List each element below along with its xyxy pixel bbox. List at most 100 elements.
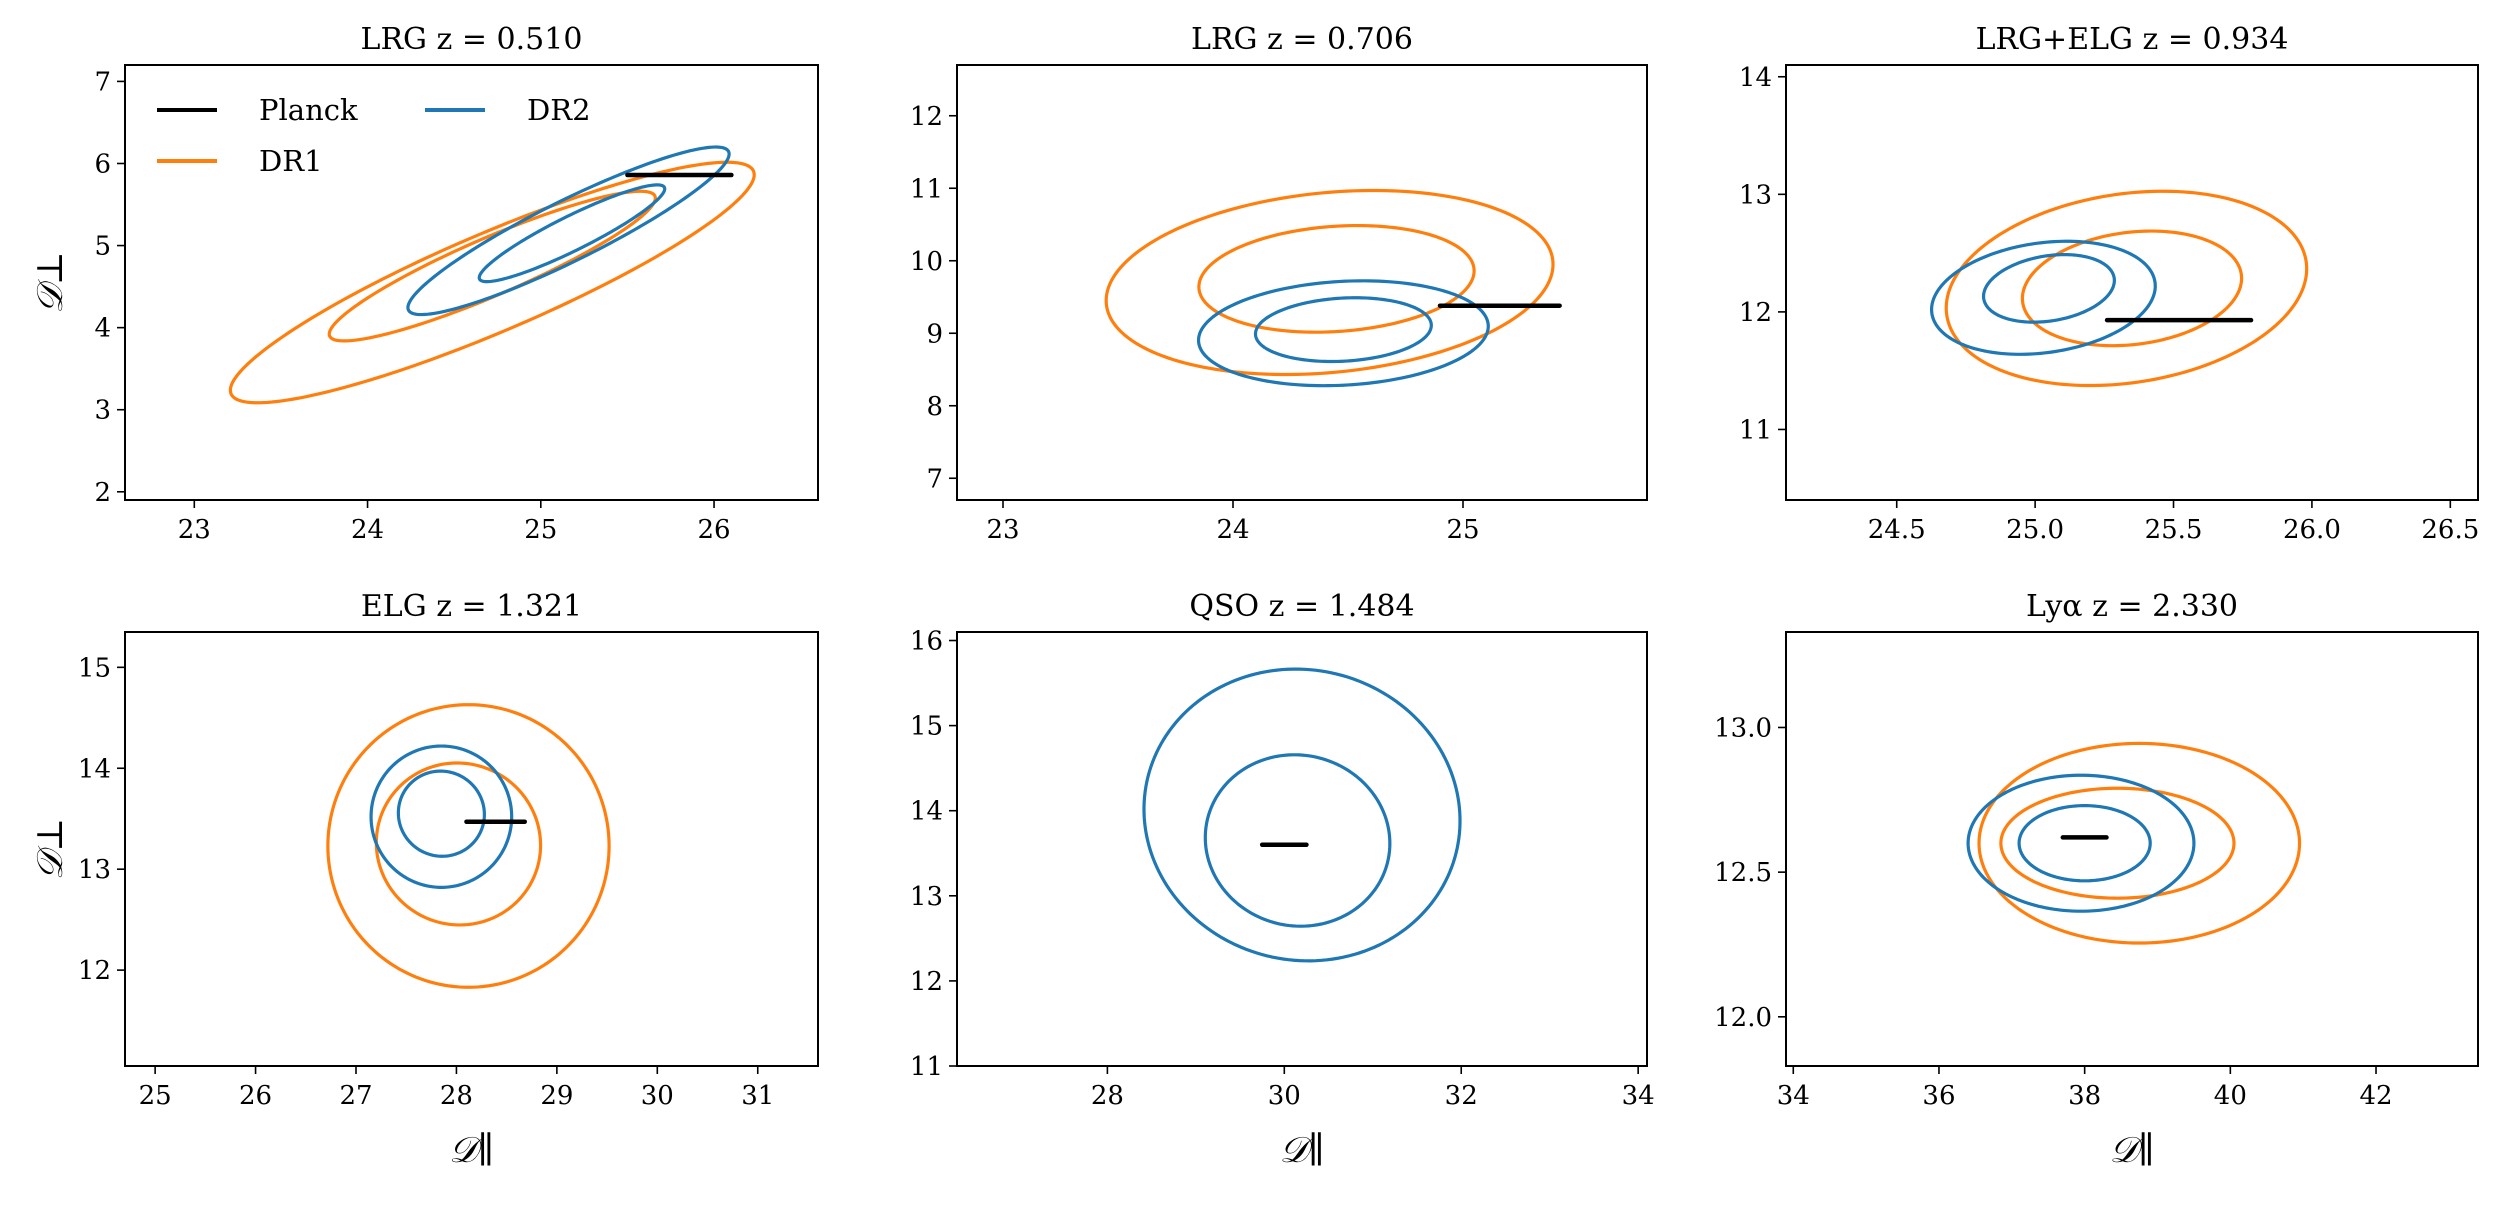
panel-4: ELG z = 1.321 25 26 27 28 29 30 31 12 13 14 15 𝒟∥ 𝒟⊥ [30,589,819,1171]
x-tick-label: 34 [1777,1081,1810,1111]
dr2-contour-2-sigma [1196,279,1490,388]
y-axis-label: 𝒟⊥ [30,251,71,314]
x-tick-label: 42 [2359,1081,2392,1111]
axes-frame [956,631,1648,1067]
axes-frame [124,64,819,501]
panel-5: QSO z = 1.484 28 30 32 34 11 12 13 14 15 16 𝒟∥ [910,589,1655,1171]
dr2-contour-1-sigma [1203,753,1392,928]
panel-title: LRG z = 0.706 [1191,22,1413,57]
y-tick-label: 13 [78,855,111,885]
dr1-contour-2-sigma [1104,188,1555,377]
y-tick-label: 12 [910,967,943,997]
contour-layer [1142,667,1462,963]
x-tick-label: 25 [1446,515,1479,545]
x-tick-label: 40 [2214,1081,2247,1111]
panel-title: QSO z = 1.484 [1189,589,1414,624]
y-tick-label: 12 [1739,298,1772,328]
x-tick-label: 26 [239,1081,272,1111]
y-tick-label: 15 [910,712,943,742]
x-tick-label: 34 [1622,1081,1655,1111]
x-tick-label: 25.0 [2006,515,2064,545]
dr2-contour-2-sigma [1966,773,2196,913]
contour-layer [1104,188,1562,388]
y-tick-label: 12.0 [1714,1003,1772,1033]
dr2-contour-1-sigma [477,183,667,284]
axes-frame [956,64,1648,501]
dr2-contour-2-sigma [369,744,514,889]
x-tick-label: 24 [1216,515,1249,545]
panel-title: Lyα z = 2.330 [2026,589,2238,624]
y-tick-label: 4 [94,314,111,344]
dr2-contour-2-sigma [406,145,731,317]
x-tick-label: 28 [1091,1081,1124,1111]
panel-3: LRG+ELG z = 0.934 24.5 25.0 25.5 26.0 26.5 11 1… [1739,22,2479,545]
x-tick-label: 24.5 [1868,515,1926,545]
y-tick-label: 14 [910,797,943,827]
x-tick-label: 23 [986,515,1019,545]
x-tick-label: 26.0 [2283,515,2341,545]
legend-label-planck: Planck [259,93,358,127]
y-tick-label: 14 [78,754,111,784]
y-tick-label: 5 [94,232,111,262]
legend-label-dr1: DR1 [259,144,323,178]
y-tick-label: 16 [910,627,943,657]
x-tick-label: 30 [1268,1081,1301,1111]
legend-label-dr2: DR2 [527,93,591,127]
dr2-contour-1-sigma [2017,803,2152,883]
panel-2: LRG z = 0.706 23 24 25 7 8 9 10 11 12 [910,22,1648,545]
dr1-contour-1-sigma [327,189,657,343]
y-tick-label: 15 [78,653,111,683]
dr2-contour-2-sigma [1929,239,2157,356]
axes-frame [1785,64,2479,501]
panel-6: Lyα z = 2.330 34 36 38 40 42 12.0 12.5 13.0 𝒟∥ [1714,589,2479,1171]
x-tick-label: 31 [741,1081,774,1111]
x-tick-label: 28 [440,1081,473,1111]
y-tick-label: 9 [926,319,943,349]
x-tick-label: 23 [178,515,211,545]
dr1-contour-1-sigma [374,761,543,927]
y-tick-label: 7 [94,67,111,97]
x-axis-label: 𝒟∥ [449,1130,494,1171]
y-tick-label: 13 [1739,180,1772,210]
dr1-contour-2-sigma [326,703,611,989]
x-tick-label: 24 [351,515,384,545]
y-axis-label: 𝒟⊥ [30,818,71,881]
y-tick-label: 2 [94,478,111,508]
y-tick-label: 7 [926,464,943,494]
x-axis-label: 𝒟∥ [2109,1130,2154,1171]
axes-frame [1785,631,2479,1067]
y-tick-label: 12.5 [1714,858,1772,888]
dr2-contour-2-sigma [1142,667,1462,963]
dr2-contour-1-sigma [1253,296,1433,364]
y-tick-label: 14 [1739,63,1772,93]
x-axis-label: 𝒟∥ [1279,1130,1324,1171]
y-tick-label: 11 [910,1052,943,1082]
panel-title: LRG z = 0.510 [361,22,583,57]
dr1-contour-1-sigma [2020,229,2244,348]
contour-layer [1929,189,2309,388]
x-tick-label: 32 [1445,1081,1478,1111]
axes-frame [124,631,819,1067]
x-tick-label: 29 [540,1081,573,1111]
dr1-contour-2-sigma [228,160,756,405]
y-tick-label: 6 [94,149,111,179]
contour-layer [228,145,756,405]
dr1-contour-2-sigma [1944,189,2309,388]
x-tick-label: 26.5 [2421,515,2479,545]
y-tick-label: 12 [910,102,943,132]
y-tick-label: 10 [910,247,943,277]
y-tick-label: 3 [94,396,111,426]
y-tick-label: 13.0 [1714,713,1772,743]
x-tick-label: 26 [698,515,731,545]
dr1-contour-1-sigma [1197,223,1476,334]
contour-layer [326,703,611,989]
y-tick-label: 8 [926,392,943,422]
dr1-contour-2-sigma [1977,741,2302,945]
dr2-contour-1-sigma [396,769,486,858]
dr2-contour-1-sigma [1981,253,2116,324]
panel-title: LRG+ELG z = 0.934 [1976,22,2289,57]
y-tick-label: 11 [1739,415,1772,445]
panel-title: ELG z = 1.321 [361,589,582,624]
